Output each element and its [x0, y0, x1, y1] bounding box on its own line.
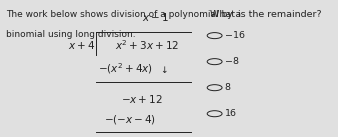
Text: $x^2+3x+12$: $x^2+3x+12$	[115, 38, 179, 52]
Text: $x+4$: $x+4$	[68, 39, 95, 51]
Text: What is the remainder?: What is the remainder?	[210, 10, 321, 19]
Text: $\downarrow$: $\downarrow$	[159, 64, 169, 75]
Text: $-(-x-4)$: $-(-x-4)$	[104, 113, 156, 126]
Text: 16: 16	[225, 109, 237, 118]
Text: The work below shows division of a polynomial by a: The work below shows division of a polyn…	[6, 10, 241, 19]
Text: $-(x^2+4x)$: $-(x^2+4x)$	[98, 61, 152, 76]
Text: $-x+12$: $-x+12$	[121, 93, 163, 105]
Text: 8: 8	[225, 83, 231, 92]
Text: binomial using long division.: binomial using long division.	[6, 30, 136, 39]
Text: −16: −16	[225, 31, 245, 40]
Text: −8: −8	[225, 57, 239, 66]
Text: $x-1$: $x-1$	[142, 11, 169, 23]
